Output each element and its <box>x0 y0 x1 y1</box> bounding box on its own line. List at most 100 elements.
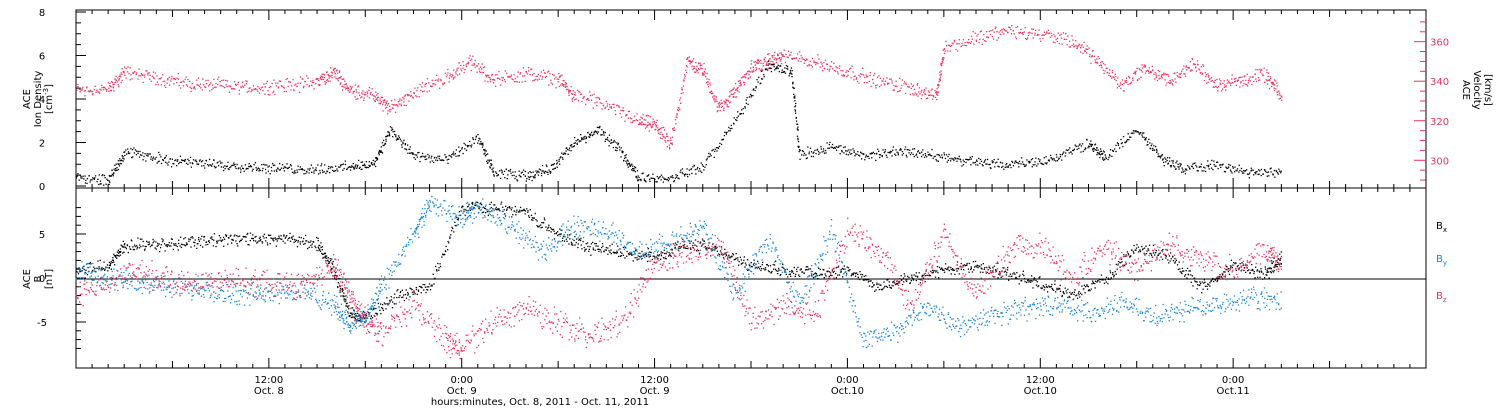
data-point <box>356 315 357 316</box>
data-point <box>672 143 673 144</box>
data-point <box>374 163 375 164</box>
data-point <box>495 86 496 87</box>
data-point <box>524 75 525 76</box>
data-point <box>445 73 446 74</box>
data-point <box>726 100 727 101</box>
data-point <box>117 81 118 82</box>
data-point <box>638 179 639 180</box>
data-point <box>94 179 95 180</box>
data-point <box>577 247 578 248</box>
data-point <box>416 287 417 288</box>
data-point <box>847 150 848 151</box>
data-point <box>535 79 536 80</box>
data-point <box>795 110 796 111</box>
data-point <box>316 250 317 251</box>
data-point <box>1064 39 1065 40</box>
data-point <box>217 79 218 80</box>
data-point <box>964 45 965 46</box>
data-point <box>528 172 529 173</box>
data-point <box>682 168 683 169</box>
data-point <box>256 167 257 168</box>
data-point <box>1210 164 1211 165</box>
data-point <box>640 117 641 118</box>
data-point <box>171 78 172 79</box>
data-point <box>977 34 978 35</box>
data-point <box>1096 147 1097 148</box>
data-point <box>908 149 909 150</box>
data-point <box>335 73 336 74</box>
data-point <box>847 75 848 76</box>
data-point <box>115 82 116 83</box>
data-point <box>376 314 377 315</box>
data-point <box>597 246 598 247</box>
data-point <box>146 155 147 156</box>
data-point <box>789 73 790 74</box>
data-point <box>841 75 842 76</box>
data-point <box>217 162 218 163</box>
data-point <box>590 134 591 135</box>
data-point <box>1175 82 1176 83</box>
data-point <box>300 241 301 242</box>
data-point <box>1164 157 1165 158</box>
data-point <box>383 310 384 311</box>
data-point <box>884 151 885 152</box>
data-point <box>1182 168 1183 169</box>
data-point <box>570 90 571 91</box>
data-point <box>719 104 720 105</box>
data-point <box>1173 81 1174 82</box>
data-point <box>543 222 544 223</box>
data-point <box>487 153 488 154</box>
data-point <box>258 240 259 241</box>
data-point <box>1174 166 1175 167</box>
data-point <box>120 248 121 249</box>
data-point <box>120 76 121 77</box>
data-point <box>772 64 773 65</box>
data-point <box>379 310 380 311</box>
data-point <box>697 70 698 71</box>
data-point <box>535 219 536 220</box>
data-point <box>306 171 307 172</box>
data-point <box>183 81 184 82</box>
data-point <box>1156 75 1157 76</box>
data-point <box>144 74 145 75</box>
data-point <box>196 161 197 162</box>
data-point <box>250 240 251 241</box>
data-point <box>447 163 448 164</box>
data-point <box>577 139 578 140</box>
data-point <box>728 127 729 128</box>
data-point <box>119 163 120 164</box>
data-point <box>628 167 629 168</box>
data-point <box>118 86 119 87</box>
data-point <box>89 175 90 176</box>
data-point <box>331 258 332 259</box>
data-point <box>272 92 273 93</box>
data-point <box>451 154 452 155</box>
data-point <box>377 97 378 98</box>
data-point <box>409 296 410 297</box>
data-point <box>152 76 153 77</box>
data-point <box>1259 79 1260 80</box>
data-point <box>547 172 548 173</box>
data-point <box>172 159 173 160</box>
data-point <box>202 160 203 161</box>
data-point <box>123 160 124 161</box>
data-point <box>373 160 374 161</box>
data-point <box>452 228 453 229</box>
data-point <box>903 153 904 154</box>
data-point <box>691 168 692 169</box>
bottom-left-tick-label: -5 <box>37 318 47 329</box>
data-point <box>794 58 795 59</box>
data-point <box>1046 32 1047 33</box>
data-point <box>337 73 338 74</box>
data-point <box>1053 158 1054 159</box>
data-point <box>1268 171 1269 172</box>
data-point <box>159 154 160 155</box>
data-point <box>1018 163 1019 164</box>
data-point <box>919 93 920 94</box>
data-point <box>728 130 729 131</box>
data-point <box>685 76 686 77</box>
data-point <box>269 87 270 88</box>
data-point <box>326 255 327 256</box>
data-point <box>281 86 282 87</box>
data-point <box>1165 85 1166 86</box>
